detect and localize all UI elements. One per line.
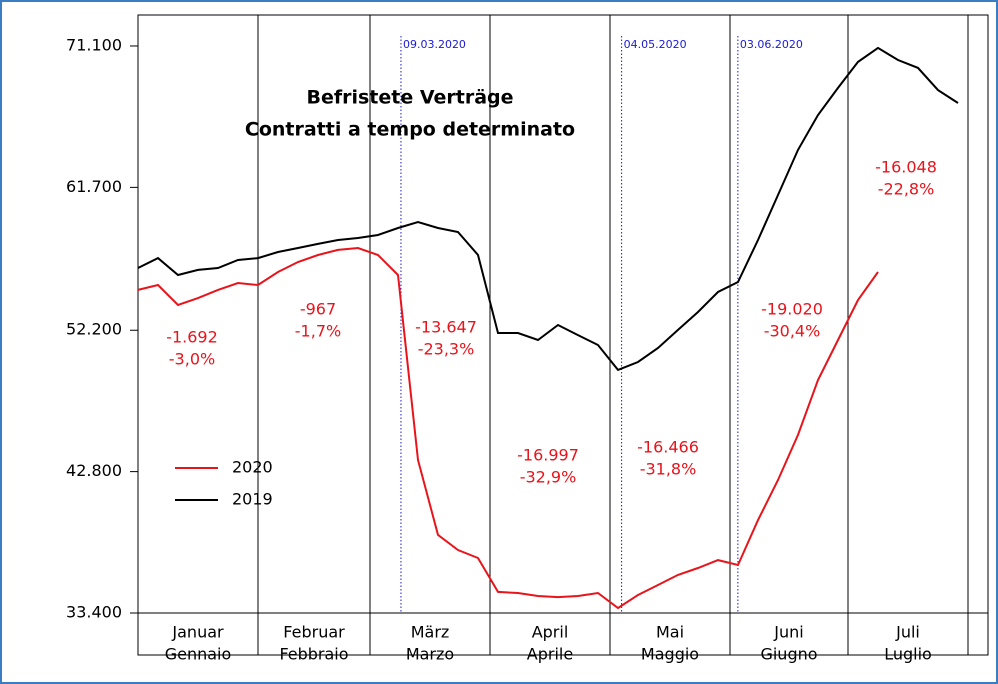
chart-title: Contratti a tempo determinato <box>245 119 575 141</box>
x-tick-label: Marzo <box>406 645 454 664</box>
x-tick-label: März <box>411 623 450 642</box>
y-tick-label: 42.800 <box>66 461 122 480</box>
x-tick-label: Giugno <box>760 645 817 664</box>
change-label: -23,3% <box>418 340 475 359</box>
change-label: -22,8% <box>878 180 935 199</box>
change-label: -3,0% <box>169 350 215 369</box>
change-label: -967 <box>300 300 336 319</box>
event-label: 04.05.2020 <box>624 38 687 51</box>
event-label: 09.03.2020 <box>403 38 466 51</box>
x-tick-label: Juni <box>773 623 803 642</box>
change-label: -19.020 <box>761 300 823 319</box>
x-tick-label: Juli <box>895 623 920 642</box>
legend-label: 2020 <box>232 458 273 477</box>
chart-title: Befristete Verträge <box>306 87 513 109</box>
y-tick-label: 71.100 <box>66 35 122 54</box>
y-tick-label: 61.700 <box>66 177 122 196</box>
x-tick-label: Maggio <box>641 645 699 664</box>
change-label: -1,7% <box>295 322 341 341</box>
x-tick-label: Aprile <box>527 645 573 664</box>
x-tick-label: Januar <box>171 623 224 642</box>
change-label: -16.997 <box>517 446 579 465</box>
x-tick-label: Februar <box>283 623 345 642</box>
event-label: 03.06.2020 <box>740 38 803 51</box>
x-tick-label: Mai <box>656 623 684 642</box>
plot-frame <box>137 14 989 656</box>
change-label: -16.048 <box>875 158 937 177</box>
x-tick-label: Gennaio <box>165 645 232 664</box>
y-tick-label: 52.200 <box>66 320 122 339</box>
series-line <box>137 46 959 372</box>
change-label: -13.647 <box>415 318 477 337</box>
change-label: -1.692 <box>166 328 218 347</box>
x-tick-label: Luglio <box>884 645 932 664</box>
y-tick-label: 33.400 <box>66 603 122 622</box>
series-line <box>137 246 879 610</box>
change-label: -30,4% <box>764 322 821 341</box>
x-tick-label: Febbraio <box>279 645 348 664</box>
change-label: -16.466 <box>637 438 699 457</box>
change-label: -32,9% <box>520 468 577 487</box>
legend-label: 2019 <box>232 490 273 509</box>
change-label: -31,8% <box>640 460 697 479</box>
x-tick-label: April <box>532 623 569 642</box>
